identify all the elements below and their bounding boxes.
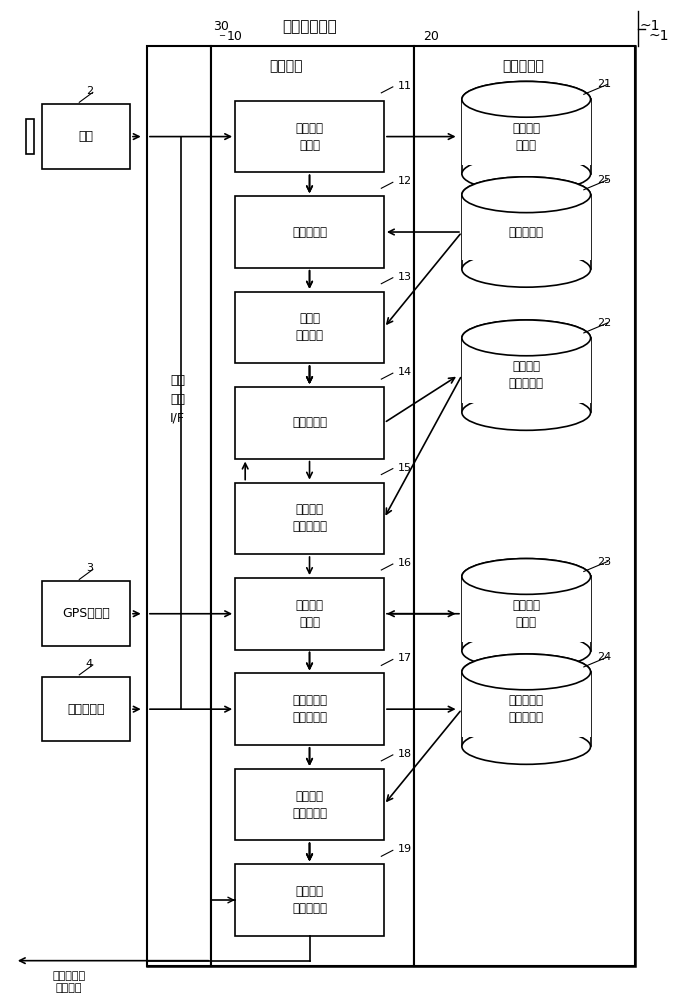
Text: 图像数据
存储部: 图像数据 存储部 — [512, 122, 540, 152]
Ellipse shape — [462, 156, 590, 192]
Text: 3: 3 — [86, 563, 93, 573]
FancyBboxPatch shape — [462, 338, 590, 412]
Text: 4: 4 — [86, 659, 93, 669]
Text: 16: 16 — [398, 558, 411, 568]
FancyBboxPatch shape — [462, 195, 590, 260]
Text: 21: 21 — [597, 79, 611, 89]
FancyBboxPatch shape — [211, 46, 415, 966]
Text: 15: 15 — [398, 463, 411, 473]
Ellipse shape — [462, 81, 590, 117]
Ellipse shape — [462, 320, 590, 356]
Text: 图像处理部: 图像处理部 — [292, 226, 327, 239]
FancyBboxPatch shape — [147, 46, 634, 966]
Text: 车道估计装置: 车道估计装置 — [282, 19, 337, 34]
Text: 道路信息
取得部: 道路信息 取得部 — [296, 599, 324, 629]
FancyBboxPatch shape — [235, 769, 384, 840]
Text: 向显示部和
外部装置: 向显示部和 外部装置 — [52, 971, 86, 993]
FancyBboxPatch shape — [147, 46, 211, 966]
Text: 23: 23 — [597, 557, 611, 567]
Text: 25: 25 — [597, 175, 611, 185]
Text: 车辆传感器
数据存储部: 车辆传感器 数据存储部 — [509, 694, 544, 724]
Text: 12: 12 — [398, 176, 411, 186]
Text: GPS传感器: GPS传感器 — [62, 607, 110, 620]
FancyBboxPatch shape — [235, 292, 384, 363]
Text: 车辆传感器: 车辆传感器 — [67, 703, 105, 716]
Text: 道路信息
存储部: 道路信息 存储部 — [512, 599, 540, 629]
Ellipse shape — [462, 81, 590, 117]
FancyBboxPatch shape — [235, 673, 384, 745]
Text: 过去估计
数据取得部: 过去估计 数据取得部 — [292, 503, 327, 533]
Text: 估计数据
输出控制部: 估计数据 输出控制部 — [292, 885, 327, 915]
Text: 10: 10 — [227, 30, 243, 43]
Ellipse shape — [462, 177, 590, 213]
Text: 24: 24 — [597, 652, 611, 662]
FancyBboxPatch shape — [462, 576, 590, 642]
FancyBboxPatch shape — [462, 672, 590, 746]
Text: ~1: ~1 — [648, 29, 668, 43]
Text: 输入
输出
I/F: 输入 输出 I/F — [170, 374, 185, 425]
Text: 车道估计
数据存储部: 车道估计 数据存储部 — [509, 360, 544, 390]
Ellipse shape — [462, 729, 590, 764]
Ellipse shape — [462, 251, 590, 287]
Text: 19: 19 — [398, 844, 411, 854]
FancyBboxPatch shape — [462, 99, 590, 165]
Ellipse shape — [462, 559, 590, 594]
Text: ─: ─ — [219, 31, 224, 40]
Text: 30: 30 — [214, 20, 229, 33]
FancyBboxPatch shape — [235, 387, 384, 459]
Text: 相机: 相机 — [79, 130, 94, 143]
Text: 阈值存储部: 阈值存储部 — [509, 226, 544, 239]
FancyBboxPatch shape — [462, 195, 590, 269]
FancyBboxPatch shape — [462, 99, 590, 174]
Text: 20: 20 — [424, 30, 439, 43]
FancyBboxPatch shape — [235, 196, 384, 268]
FancyBboxPatch shape — [42, 104, 130, 169]
Text: ~1: ~1 — [640, 19, 660, 33]
Text: 17: 17 — [398, 653, 411, 663]
Ellipse shape — [462, 320, 590, 356]
Text: 车辆传感器
数据取得部: 车辆传感器 数据取得部 — [292, 694, 327, 724]
Ellipse shape — [462, 633, 590, 669]
Text: 数据存储器: 数据存储器 — [502, 59, 544, 73]
Bar — [26, 119, 34, 154]
Text: 车道校正部: 车道校正部 — [292, 416, 327, 429]
Text: 14: 14 — [398, 367, 411, 377]
FancyBboxPatch shape — [462, 576, 590, 651]
FancyBboxPatch shape — [235, 578, 384, 650]
Text: 图像数据
取得部: 图像数据 取得部 — [296, 122, 324, 152]
Ellipse shape — [462, 654, 590, 690]
Text: 车辆动作
状态估计部: 车辆动作 状态估计部 — [292, 790, 327, 820]
Text: 2: 2 — [86, 86, 93, 96]
Text: 11: 11 — [398, 81, 411, 91]
Ellipse shape — [462, 559, 590, 594]
FancyBboxPatch shape — [415, 46, 634, 966]
FancyBboxPatch shape — [42, 581, 130, 646]
FancyBboxPatch shape — [235, 864, 384, 936]
Ellipse shape — [462, 177, 590, 213]
Text: 13: 13 — [398, 272, 411, 282]
FancyBboxPatch shape — [462, 338, 590, 403]
Ellipse shape — [462, 654, 590, 690]
Text: 车道估
计处理部: 车道估 计处理部 — [296, 312, 324, 342]
Ellipse shape — [462, 395, 590, 430]
Text: 22: 22 — [597, 318, 611, 328]
Text: ─: ─ — [233, 41, 237, 50]
FancyBboxPatch shape — [235, 483, 384, 554]
Text: 18: 18 — [398, 749, 411, 759]
FancyBboxPatch shape — [42, 677, 130, 741]
Text: 控制单元: 控制单元 — [269, 59, 303, 73]
FancyBboxPatch shape — [462, 672, 590, 737]
FancyBboxPatch shape — [235, 101, 384, 172]
